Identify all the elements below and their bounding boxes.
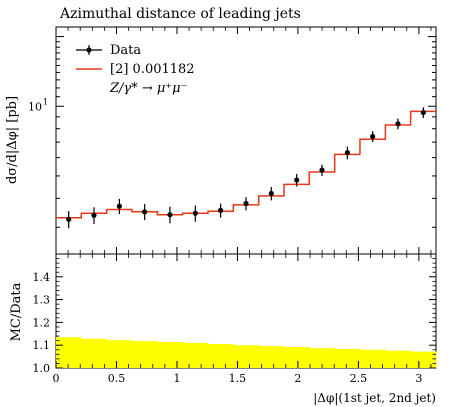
data-point — [294, 177, 300, 183]
data-points — [66, 107, 426, 229]
ratio-band-bin — [131, 341, 158, 368]
x-tick-label: 0.5 — [108, 372, 126, 385]
ratio-y-tick-label: 1.2 — [33, 316, 51, 329]
legend-data-marker — [86, 47, 92, 53]
y-tick-label: 10 — [28, 100, 42, 113]
ratio-band-bin — [385, 350, 412, 368]
data-point — [91, 212, 97, 218]
ratio-band-bin — [208, 344, 234, 368]
ratio-band-bin — [81, 338, 108, 368]
ratio-band-bin — [309, 348, 336, 368]
x-tick-label: 0 — [53, 372, 60, 385]
ratio-band-bin — [157, 342, 184, 368]
legend: Data [2] 0.001182 Z/γ* → μ⁺μ⁻ — [76, 43, 195, 96]
data-point — [268, 190, 274, 197]
data-point — [420, 109, 426, 116]
ratio-band-bin — [359, 349, 386, 368]
x-axis-label: |Δφ|(1st jet, 2nd jet) — [313, 391, 436, 405]
axes: 0 0.5 1 1.5 2 2.5 310 11.01.11.21.31.4 — [28, 27, 436, 385]
ratio-y-tick-label: 1.1 — [33, 339, 51, 352]
ratio-y-tick-label: 1.0 — [33, 362, 51, 375]
x-tick-label: 1.5 — [229, 372, 247, 385]
data-point — [192, 210, 198, 216]
x-tick-label: 3 — [415, 372, 422, 385]
process-label: Z/γ* → μ⁺μ⁻ — [109, 81, 187, 96]
data-point — [116, 203, 122, 209]
ratio-band-bin — [284, 347, 310, 368]
ratio-band-bin — [56, 337, 82, 368]
x-tick-label: 2.5 — [350, 372, 368, 385]
ratio-band-bin — [106, 340, 133, 368]
ratio-band-bin — [410, 351, 437, 368]
x-tick-label: 2 — [294, 372, 301, 385]
y-tick-label-exponent: 1 — [43, 97, 48, 106]
ratio-band-bin — [182, 342, 209, 368]
ratio-y-tick-label: 1.3 — [33, 294, 51, 307]
ratio-y-axis-label: MC/Data — [9, 282, 24, 341]
data-point — [167, 212, 173, 218]
data-point — [319, 167, 325, 173]
data-point — [243, 200, 249, 207]
ratio-band-bin — [334, 349, 361, 368]
data-point — [218, 207, 224, 213]
data-point — [142, 209, 148, 215]
ratio-band-bin — [258, 346, 285, 368]
data-point — [370, 133, 376, 140]
x-tick-label: 1 — [173, 372, 180, 385]
data-point — [66, 216, 72, 222]
ratio-band-bin — [233, 345, 260, 368]
legend-data-label: Data — [110, 43, 141, 58]
main-y-axis-label: dσ/d|Δφ| [pb] — [5, 96, 20, 184]
ratio-band — [56, 337, 437, 368]
legend-mc-label: [2] 0.001182 — [110, 62, 195, 77]
ratio-y-tick-label: 1.4 — [33, 271, 51, 284]
data-point — [395, 121, 401, 127]
chart-title: Azimuthal distance of leading jets — [59, 6, 301, 22]
data-point — [344, 150, 350, 156]
